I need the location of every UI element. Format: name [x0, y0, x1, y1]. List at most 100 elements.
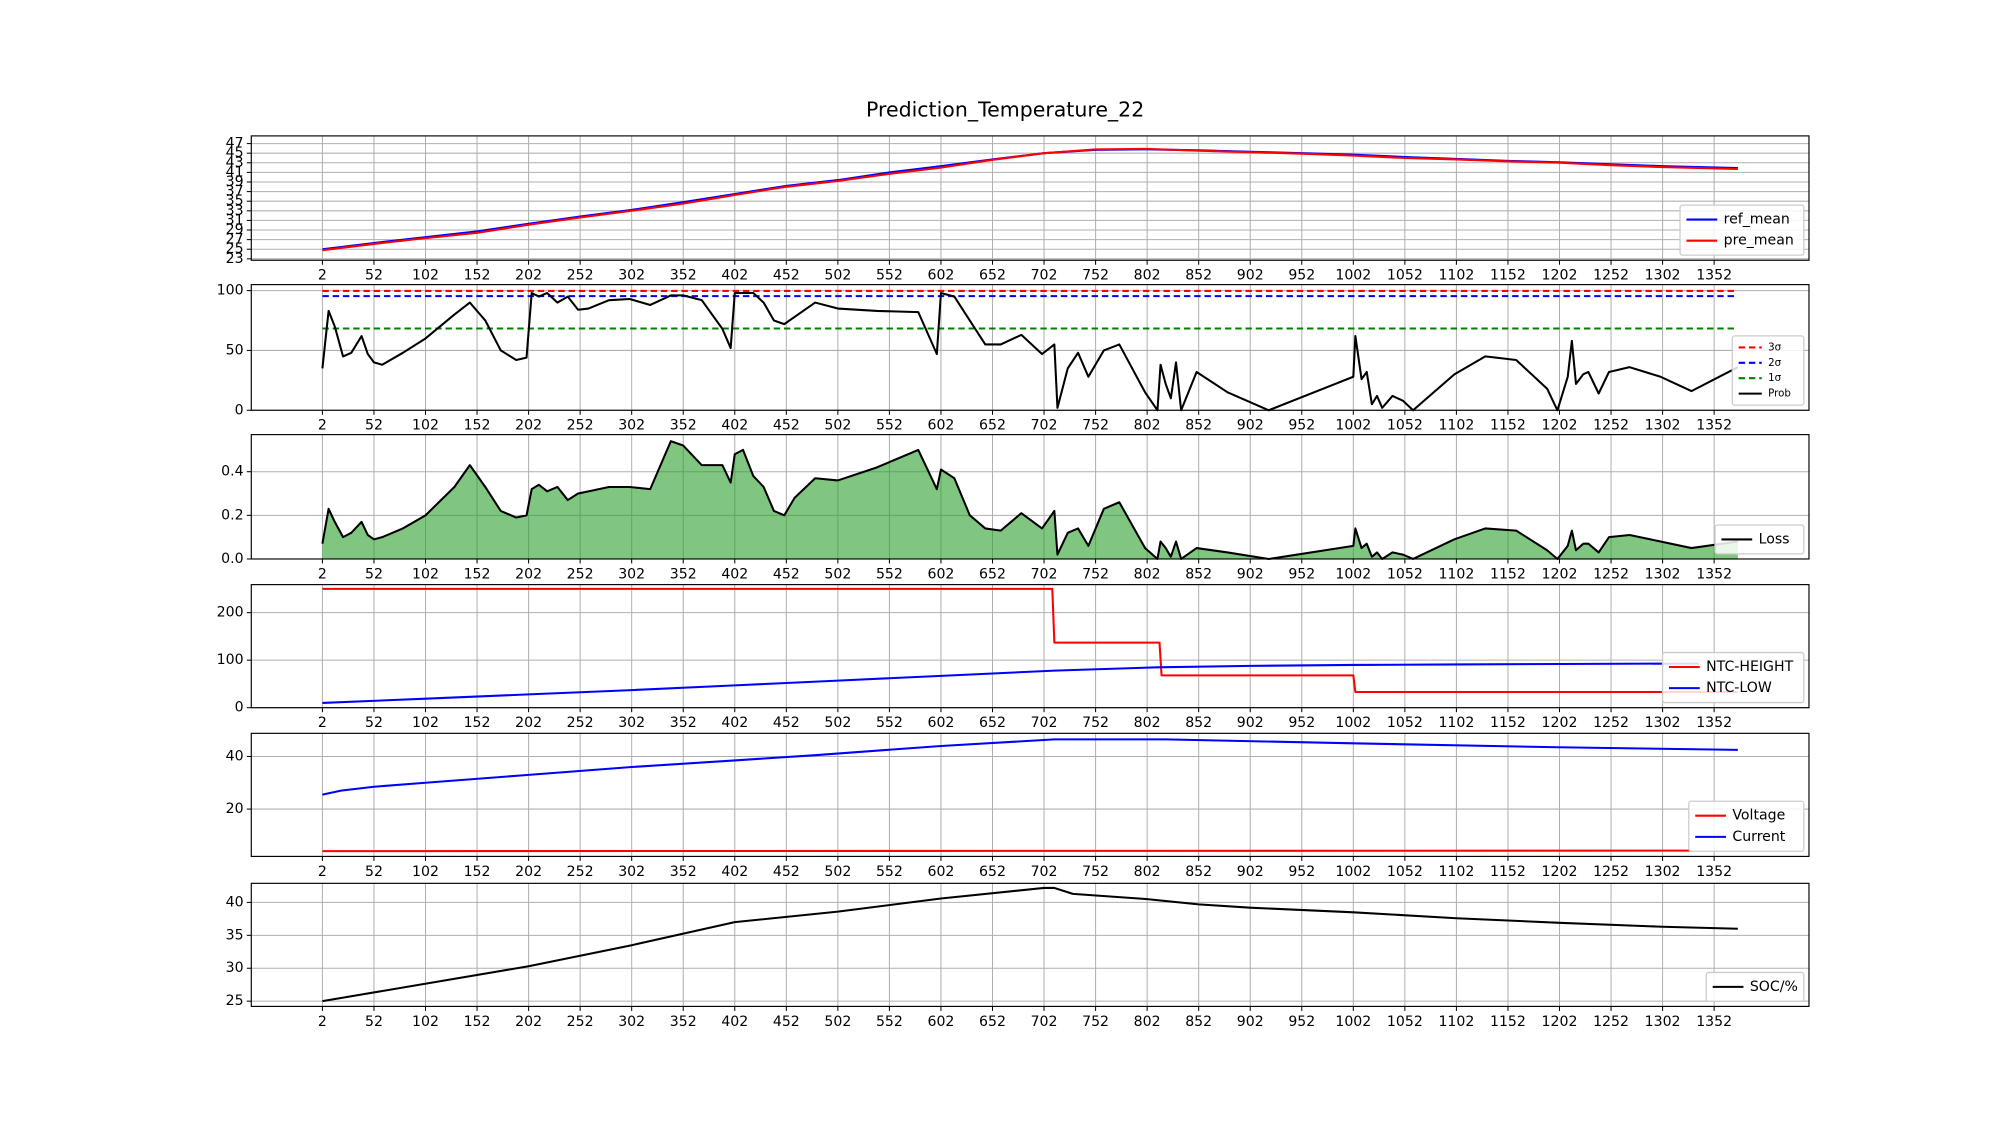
x-tick-label: 702	[1031, 268, 1058, 284]
x-tick-label: 252	[567, 268, 594, 284]
x-tick-label: 1152	[1490, 566, 1526, 582]
x-tick-label: 152	[464, 864, 491, 880]
x-tick-label: 1102	[1438, 566, 1474, 582]
x-tick-label: 902	[1237, 1014, 1264, 1030]
x-tick-label: 1202	[1542, 1014, 1578, 1030]
figure-title: Prediction_Temperature_22	[866, 97, 1144, 122]
axes-frame	[250, 135, 1810, 261]
x-tick-label: 802	[1134, 566, 1161, 582]
x-tick-label: 1152	[1490, 1014, 1526, 1030]
y-tick-label: 27	[226, 232, 244, 248]
x-tick-label: 402	[721, 1014, 748, 1030]
x-tick-label: 52	[365, 864, 383, 880]
x-tick-label: 1352	[1696, 268, 1732, 284]
x-tick-label: 502	[824, 418, 851, 434]
x-tick-label: 202	[515, 864, 542, 880]
x-tick-label: 252	[567, 1014, 594, 1030]
x-tick-label: 202	[515, 566, 542, 582]
y-tick-label: 33	[226, 203, 244, 219]
x-tick-label: 552	[876, 715, 903, 731]
x-tick-label: 352	[670, 268, 697, 284]
y-tick-label: 40	[226, 894, 244, 910]
y-tick-label: 35	[226, 927, 244, 943]
x-tick-label: 1202	[1542, 268, 1578, 284]
x-tick-label: 2	[318, 864, 327, 880]
x-tick-label: 1252	[1593, 864, 1629, 880]
x-tick-label: 1302	[1645, 418, 1681, 434]
x-tick-label: 2	[318, 418, 327, 434]
x-tick-label: 402	[721, 418, 748, 434]
x-tick-label: 702	[1031, 1014, 1058, 1030]
legend-label: ref_mean	[1724, 212, 1790, 228]
x-tick-label: 452	[773, 566, 800, 582]
legend-label: Prob	[1768, 388, 1791, 400]
x-tick-label: 452	[773, 268, 800, 284]
y-tick-label: 0.4	[221, 464, 243, 480]
series-line	[322, 738, 1738, 796]
x-tick-label: 202	[515, 268, 542, 284]
y-tick-label: 30	[226, 960, 244, 976]
y-tick-label: 0.2	[221, 507, 243, 523]
x-tick-label: 2	[318, 1014, 327, 1030]
y-tick-label: 39	[226, 174, 244, 190]
legend-label: Loss	[1759, 531, 1790, 547]
x-tick-label: 402	[721, 864, 748, 880]
x-tick-label: 102	[412, 418, 439, 434]
x-tick-label: 1152	[1490, 864, 1526, 880]
x-tick-label: 752	[1082, 418, 1109, 434]
x-tick-label: 1302	[1645, 566, 1681, 582]
x-tick-label: 152	[464, 566, 491, 582]
x-tick-label: 702	[1031, 418, 1058, 434]
x-tick-label: 802	[1134, 715, 1161, 731]
x-tick-label: 1102	[1438, 864, 1474, 880]
series-line	[321, 291, 1739, 412]
x-tick-label: 502	[824, 1014, 851, 1030]
x-tick-label: 52	[365, 715, 383, 731]
axes-frame	[250, 732, 1810, 857]
series-line	[322, 849, 1692, 853]
x-tick-label: 452	[773, 1014, 800, 1030]
x-tick-label: 1002	[1335, 1014, 1371, 1030]
x-tick-label: 352	[670, 1014, 697, 1030]
x-tick-label: 502	[824, 715, 851, 731]
x-tick-label: 252	[567, 566, 594, 582]
y-tick-label: 31	[226, 212, 244, 228]
y-tick-label: 29	[226, 222, 244, 238]
x-tick-label: 1102	[1438, 715, 1474, 731]
y-tick-label: 23	[226, 251, 244, 267]
x-tick-label: 902	[1237, 715, 1264, 731]
x-tick-label: 952	[1288, 566, 1315, 582]
axes-frame	[250, 584, 1810, 709]
legend-box	[1731, 335, 1805, 406]
x-tick-label: 352	[670, 715, 697, 731]
x-tick-label: 152	[464, 715, 491, 731]
y-tick-label: 50	[226, 342, 244, 358]
y-tick-label: 25	[226, 241, 244, 257]
x-tick-label: 702	[1031, 715, 1058, 731]
x-tick-label: 902	[1237, 864, 1264, 880]
x-tick-label: 552	[876, 1014, 903, 1030]
x-tick-label: 652	[979, 715, 1006, 731]
x-tick-label: 552	[876, 566, 903, 582]
legend-label: NTC-LOW	[1706, 680, 1772, 696]
x-tick-label: 552	[876, 864, 903, 880]
x-tick-label: 952	[1288, 715, 1315, 731]
x-tick-label: 1252	[1593, 715, 1629, 731]
x-tick-label: 252	[567, 418, 594, 434]
x-tick-label: 1202	[1542, 418, 1578, 434]
x-tick-label: 1052	[1387, 566, 1423, 582]
x-tick-label: 52	[365, 1014, 383, 1030]
x-tick-label: 402	[721, 715, 748, 731]
x-tick-label: 2	[318, 566, 327, 582]
x-tick-label: 802	[1134, 864, 1161, 880]
x-tick-label: 802	[1134, 418, 1161, 434]
x-tick-label: 102	[412, 268, 439, 284]
x-tick-label: 1002	[1335, 268, 1371, 284]
legend-label: NTC-HEIGHT	[1706, 659, 1793, 675]
x-tick-label: 852	[1185, 715, 1212, 731]
x-tick-label: 352	[670, 566, 697, 582]
x-tick-label: 652	[979, 566, 1006, 582]
x-tick-label: 1102	[1438, 268, 1474, 284]
x-tick-label: 602	[928, 864, 955, 880]
